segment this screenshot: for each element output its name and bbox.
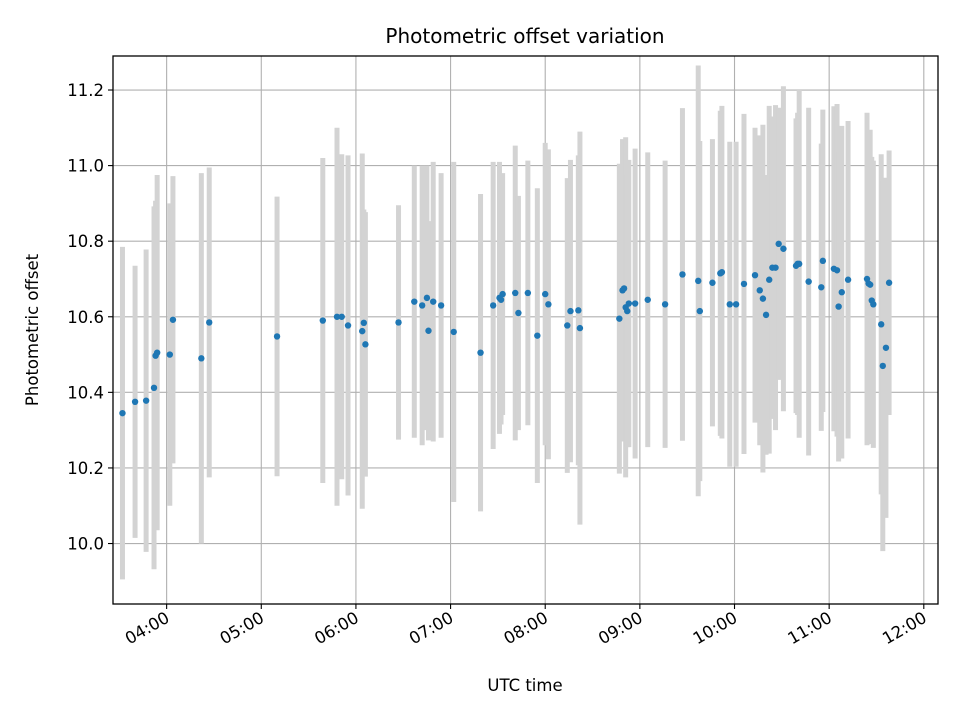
data-point xyxy=(542,290,549,298)
data-point xyxy=(775,240,782,248)
data-point xyxy=(418,302,426,309)
y-axis-ticks: 10.0 10.2 10.4 10.6 10.8 11.0 11.2 xyxy=(67,81,113,554)
y-axis-label: Photometric offset xyxy=(23,253,42,406)
data-point xyxy=(395,319,402,326)
data-point xyxy=(166,351,173,358)
data-point xyxy=(534,332,541,339)
data-point xyxy=(835,303,842,310)
data-point xyxy=(696,307,704,315)
chart-title: Photometric offset variation xyxy=(385,24,664,48)
data-point xyxy=(423,294,431,302)
data-point xyxy=(726,301,733,308)
data-point xyxy=(499,290,506,298)
y-tick-label: 11.2 xyxy=(67,81,104,100)
data-point xyxy=(718,268,726,276)
plot-frame xyxy=(112,55,939,605)
data-point xyxy=(772,264,779,271)
data-point xyxy=(437,302,445,309)
data-point xyxy=(695,277,702,285)
data-point xyxy=(198,355,205,362)
data-point xyxy=(819,257,827,265)
data-point xyxy=(360,319,368,327)
data-point xyxy=(576,324,584,332)
data-point xyxy=(631,300,639,307)
y-tick-label: 10.8 xyxy=(67,232,104,251)
data-point xyxy=(833,267,841,274)
data-point xyxy=(780,245,787,252)
data-point xyxy=(131,398,139,406)
data-point xyxy=(344,322,352,329)
data-point xyxy=(338,313,345,320)
data-point xyxy=(319,317,326,324)
data-point xyxy=(885,279,893,286)
data-point xyxy=(425,327,432,334)
y-tick-label: 10.0 xyxy=(67,535,104,554)
data-point xyxy=(838,289,845,296)
data-point xyxy=(762,311,770,319)
data-point xyxy=(545,301,552,308)
data-point xyxy=(878,321,885,328)
data-point xyxy=(661,301,669,308)
data-point xyxy=(564,322,571,329)
data-point xyxy=(844,276,852,283)
data-point xyxy=(625,300,633,307)
data-point xyxy=(477,349,484,356)
data-point xyxy=(870,301,877,308)
data-point xyxy=(882,344,890,351)
data-point xyxy=(759,295,767,302)
data-point xyxy=(150,384,158,392)
data-point xyxy=(362,341,369,348)
data-point xyxy=(732,301,740,308)
data-point xyxy=(489,302,497,309)
data-point xyxy=(411,298,418,305)
data-point xyxy=(766,276,773,283)
data-point xyxy=(624,307,631,315)
data-point xyxy=(524,289,532,297)
data-point xyxy=(153,349,161,356)
data-points xyxy=(119,240,893,417)
data-point xyxy=(333,313,341,320)
data-point xyxy=(709,279,716,286)
data-point xyxy=(644,296,651,303)
data-point xyxy=(512,289,519,297)
y-tick-label: 11.0 xyxy=(67,157,104,176)
data-point xyxy=(575,307,582,314)
data-point xyxy=(879,362,886,370)
data-point xyxy=(756,287,763,294)
x-axis-label: UTC time xyxy=(487,676,562,695)
data-point xyxy=(206,319,213,326)
data-point xyxy=(795,260,803,268)
data-point xyxy=(866,281,874,288)
data-point xyxy=(567,307,574,315)
y-tick-label: 10.6 xyxy=(67,308,104,327)
data-point xyxy=(169,316,177,323)
data-point xyxy=(515,309,522,317)
data-point xyxy=(359,327,366,335)
data-point xyxy=(740,280,748,288)
data-point xyxy=(751,272,759,279)
data-point xyxy=(805,278,812,285)
y-tick-label: 10.2 xyxy=(67,459,104,478)
data-point xyxy=(450,328,457,336)
y-tick-label: 10.4 xyxy=(67,383,104,402)
data-point xyxy=(818,284,825,291)
data-point xyxy=(679,271,686,278)
data-point xyxy=(497,296,505,303)
data-point xyxy=(620,285,628,292)
data-point xyxy=(616,315,623,322)
data-point xyxy=(119,409,126,417)
data-point xyxy=(273,333,281,340)
data-point xyxy=(430,298,437,305)
data-point xyxy=(142,397,150,404)
